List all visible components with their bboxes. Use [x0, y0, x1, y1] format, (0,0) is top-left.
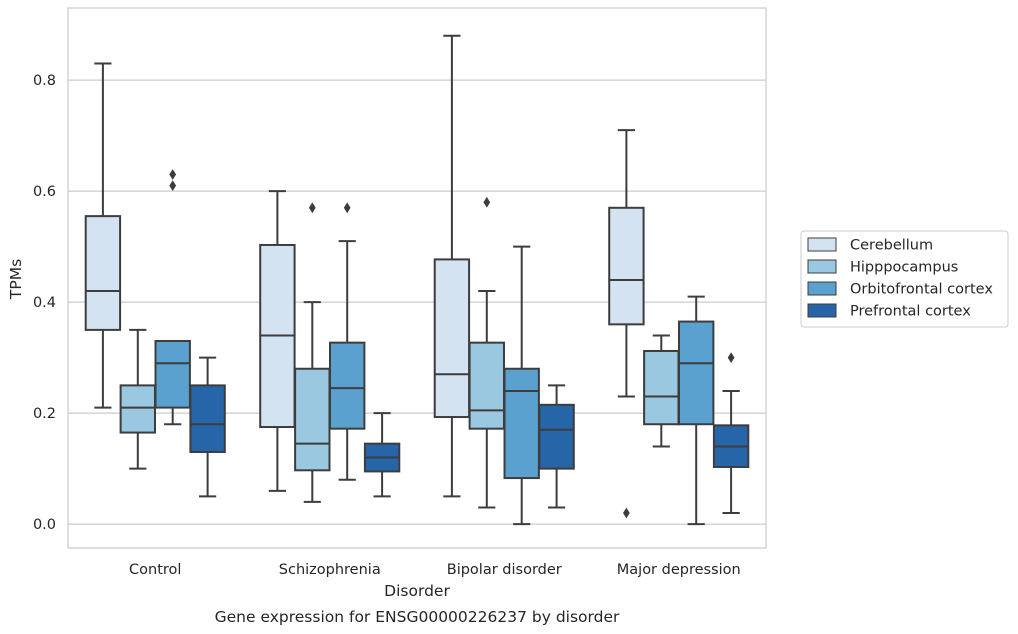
- legend-label: Hipppocampus: [850, 260, 958, 276]
- box-iqr: [678, 320, 715, 426]
- legend-swatch: [807, 237, 837, 252]
- box-cerebellum: [433, 34, 471, 498]
- outlier-point: [727, 352, 735, 364]
- legend-swatch: [807, 303, 837, 318]
- y-tick-label: 0.0: [33, 517, 56, 533]
- outlier-point: [343, 202, 351, 214]
- box-iqr: [538, 403, 575, 470]
- outlier-point: [169, 180, 177, 191]
- y-axis-label: TPMs: [7, 259, 25, 300]
- box-iqr: [294, 367, 331, 472]
- box-cerebellum: [608, 129, 645, 519]
- outlier-point: [623, 507, 630, 519]
- box-cerebellum: [84, 62, 122, 409]
- box-prefrontal-cortex: [712, 352, 750, 515]
- box-hipppocampus: [119, 328, 156, 470]
- legend-label: Prefrontal cortex: [850, 304, 971, 320]
- box-iqr: [643, 349, 680, 426]
- box-orbitofrontal-cortex: [154, 169, 191, 426]
- legend-swatch: [807, 281, 837, 296]
- box-iqr: [468, 341, 505, 430]
- outlier-point: [483, 196, 491, 208]
- y-tick-label: 0.8: [33, 73, 56, 89]
- legend-swatch: [807, 259, 837, 274]
- box-prefrontal-cortex: [363, 412, 401, 498]
- box-cerebellum: [259, 190, 296, 492]
- box-plot-series: [84, 34, 750, 526]
- y-tick-label: 0.2: [33, 406, 56, 422]
- legend: Cerebellum Hipppocampus Orbitofrontal cort…: [800, 230, 1009, 328]
- y-axis-ticks: 0.0 0.2 0.4 0.6 0.8: [33, 73, 56, 533]
- x-tick-label: Control: [129, 562, 181, 578]
- box-orbitofrontal-cortex: [329, 202, 366, 481]
- x-axis-ticks: Control Schizophrenia Bipolar disorder Majo…: [129, 562, 741, 578]
- y-tick-label: 0.6: [33, 184, 56, 200]
- box-iqr: [189, 384, 226, 453]
- legend-label: Orbitofrontal cortex: [850, 282, 993, 298]
- box-iqr: [433, 258, 471, 419]
- plot-frame: [67, 7, 767, 549]
- legend-frame: [800, 230, 1009, 328]
- box-iqr: [84, 215, 122, 331]
- box-hipppocampus: [468, 196, 505, 509]
- box-hipppocampus: [294, 202, 331, 503]
- outlier-point: [169, 169, 177, 180]
- y-tick-label: 0.4: [33, 295, 56, 311]
- x-tick-label: Schizophrenia: [279, 562, 381, 578]
- box-iqr: [154, 339, 191, 409]
- box-prefrontal-cortex: [189, 356, 226, 498]
- x-axis-label: Disorder: [384, 582, 450, 600]
- box-iqr: [329, 341, 366, 430]
- legend-label: Cerebellum: [850, 238, 933, 254]
- box-orbitofrontal-cortex: [678, 295, 715, 526]
- outlier-point: [308, 202, 316, 214]
- gridlines: [68, 79, 766, 525]
- box-prefrontal-cortex: [538, 384, 575, 509]
- chart-caption: Gene expression for ENSG00000226237 by d…: [215, 608, 620, 626]
- box-iqr: [608, 206, 645, 326]
- x-tick-label: Major depression: [617, 562, 741, 578]
- box-hipppocampus: [643, 334, 680, 448]
- box-orbitofrontal-cortex: [503, 245, 540, 526]
- x-tick-label: Bipolar disorder: [447, 562, 562, 578]
- box-iqr: [119, 384, 156, 434]
- box-iqr: [503, 367, 540, 480]
